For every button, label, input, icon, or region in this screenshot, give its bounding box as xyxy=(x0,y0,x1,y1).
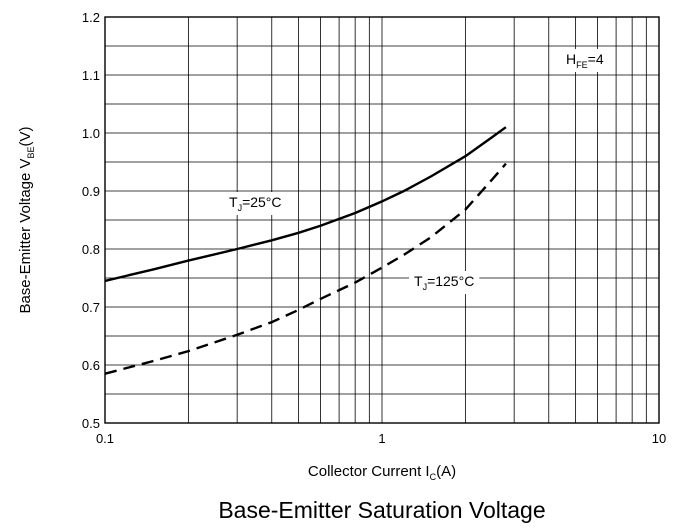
y-tick-label: 0.7 xyxy=(82,300,100,315)
x-axis-label: Collector Current IC(A) xyxy=(308,463,456,482)
x-tick-label: 1 xyxy=(378,431,385,446)
label-box-125c xyxy=(409,271,480,294)
y-tick-label: 0.9 xyxy=(82,184,100,199)
y-axis-label-unit: (V) xyxy=(17,126,34,146)
hfe-annotation: HFE=4 xyxy=(566,51,604,70)
x-axis-label-sub: C xyxy=(430,472,437,482)
series-label-125c: TJ=125°C xyxy=(414,273,474,292)
hfe-annotation-main: H xyxy=(566,51,576,67)
x-tick-label: 0.1 xyxy=(96,431,114,446)
series-label-25c-main: T xyxy=(229,194,238,210)
x-axis-label-main: Collector Current I xyxy=(308,463,430,480)
x-tick-label: 10 xyxy=(652,431,666,446)
label-box-hfe xyxy=(561,49,609,72)
series-label-25c-sub: J xyxy=(238,203,243,213)
chart-title: Base-Emitter Saturation Voltage xyxy=(218,497,545,523)
series-label-125c-main: T xyxy=(414,273,423,289)
y-tick-label: 0.8 xyxy=(82,242,100,257)
series-label-25c: TJ=25°C xyxy=(229,194,282,213)
x-axis-label-unit: (A) xyxy=(436,463,456,480)
grid-lines xyxy=(105,17,659,423)
series-label-25c-rest: =25°C xyxy=(242,194,281,210)
y-tick-label: 1.0 xyxy=(82,126,100,141)
hfe-annotation-sub: FE xyxy=(576,60,588,70)
y-tick-label: 0.6 xyxy=(82,358,100,373)
y-tick-label: 1.2 xyxy=(82,10,100,25)
y-tick-labels: 0.5 0.6 0.7 0.8 0.9 1.0 1.1 1.2 xyxy=(82,10,100,431)
y-axis-label-main: Base-Emitter Voltage V xyxy=(17,158,34,313)
y-tick-label: 1.1 xyxy=(82,68,100,83)
series-line-125c xyxy=(104,162,507,375)
series-label-125c-sub: J xyxy=(423,282,428,292)
y-tick-label: 0.5 xyxy=(82,416,100,431)
series-lines xyxy=(104,126,507,375)
x-tick-labels: 0.1 1 10 xyxy=(96,431,666,446)
y-axis-label: Base-Emitter Voltage VBE(V) xyxy=(17,126,36,313)
hfe-annotation-rest: =4 xyxy=(588,51,604,67)
series-line-25c xyxy=(104,126,507,283)
series-label-125c-rest: =125°C xyxy=(427,273,474,289)
label-box-25c xyxy=(224,192,287,215)
y-axis-label-sub: BE xyxy=(26,146,36,158)
plot-frame xyxy=(104,16,660,424)
